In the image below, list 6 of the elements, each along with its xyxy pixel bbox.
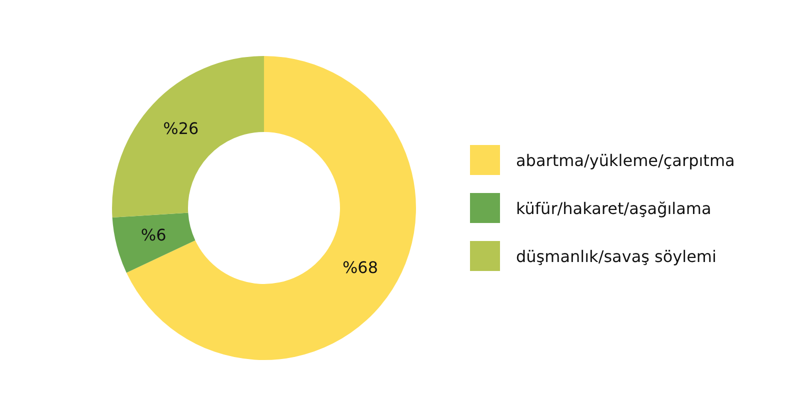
data-label: %26 [163,119,199,138]
legend-label: küfür/hakaret/aşağılama [516,198,712,218]
data-label: %6 [140,226,166,245]
legend-label: abartma/yükleme/çarpıtma [516,150,735,170]
data-label: %68 [342,258,378,278]
legend-label: düşmanlık/savaş söylemi [516,246,716,266]
